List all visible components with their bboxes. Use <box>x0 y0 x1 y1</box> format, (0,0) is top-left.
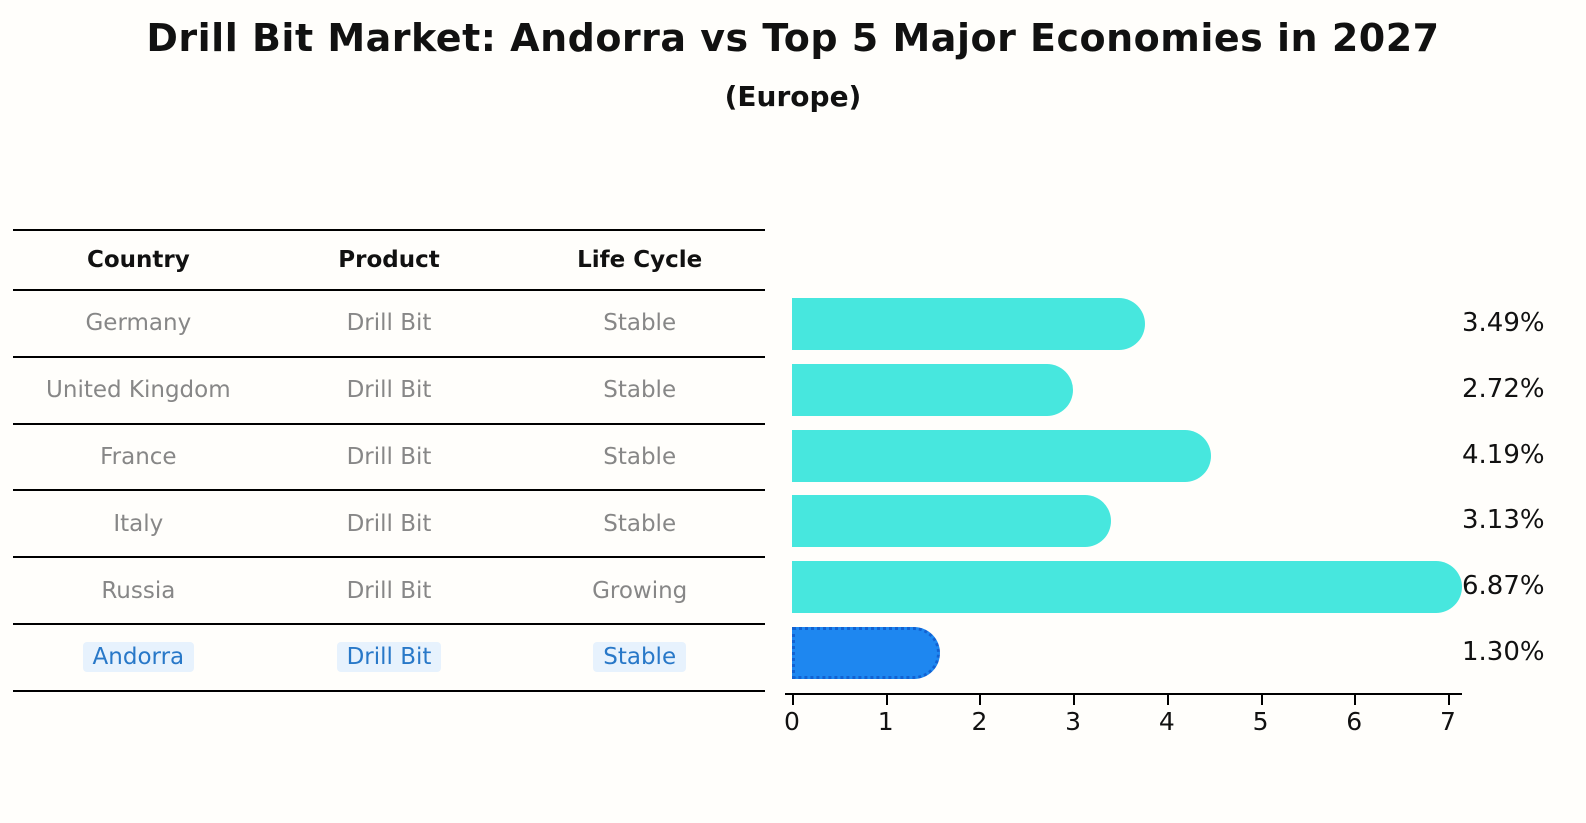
bar-value-label: 3.49% <box>1462 308 1545 338</box>
x-tick <box>1166 695 1169 705</box>
life_cycle-cell: Stable <box>514 377 765 403</box>
x-tick-label: 3 <box>1065 707 1082 736</box>
bar-value-label: 2.72% <box>1462 373 1545 404</box>
x-tick-label: 6 <box>1346 707 1363 736</box>
country-cell: Italy <box>13 511 264 537</box>
table-row: France Drill Bit Stable <box>13 425 765 492</box>
table-row: Andorra Drill Bit Stable <box>13 625 765 692</box>
table-row: Italy Drill Bit Stable <box>13 491 765 559</box>
product-value: Drill Bit <box>336 642 442 673</box>
column-header-product: Product <box>338 247 440 273</box>
column-header-life_cycle: Life Cycle <box>577 247 703 273</box>
product-cell: Drill Bit <box>264 642 515 673</box>
life_cycle-cell: Stable <box>514 642 765 673</box>
highlight-bar <box>792 627 940 679</box>
bar-value-label: 1.30% <box>1462 637 1545 667</box>
product-value: Drill Bit <box>346 443 432 470</box>
country-value: Germany <box>85 310 192 337</box>
bar-value-label: 6.87% <box>1462 571 1545 602</box>
x-tick-label: 1 <box>877 707 894 736</box>
x-tick-label: 7 <box>1440 707 1456 736</box>
life_cycle-value: Growing <box>592 577 688 604</box>
bar-value-label: 4.19% <box>1462 439 1545 470</box>
life_cycle-cell: Stable <box>514 511 765 537</box>
life_cycle-value: Stable <box>593 642 687 673</box>
x-tick-label: 4 <box>1158 707 1175 736</box>
bar <box>792 561 1462 614</box>
product-cell: Drill Bit <box>264 310 515 336</box>
country-cell: Andorra <box>13 642 264 673</box>
table-row: Russia Drill Bit Growing <box>13 558 765 625</box>
country-cell: Germany <box>13 310 264 336</box>
country-table: Country Product Life Cycle Germany Drill Bi… <box>13 229 765 692</box>
bar <box>792 363 1073 416</box>
column-header-country: Country <box>86 247 190 273</box>
country-cell: Russia <box>13 578 264 604</box>
bar <box>792 495 1112 548</box>
life_cycle-cell: Stable <box>514 444 765 470</box>
country-cell: France <box>13 444 264 470</box>
life_cycle-value: Stable <box>603 510 677 537</box>
chart-title: Drill Bit Market: Andorra vs Top 5 Major… <box>146 16 1440 60</box>
product-value: Drill Bit <box>346 510 432 537</box>
chart-subtitle: (Europe) <box>724 80 862 113</box>
x-tick <box>1260 695 1263 705</box>
x-tick-label: 2 <box>971 707 988 736</box>
life_cycle-value: Stable <box>603 377 677 404</box>
product-value: Drill Bit <box>346 377 432 404</box>
product-cell: Drill Bit <box>264 578 515 604</box>
bar <box>792 429 1211 482</box>
country-value: France <box>100 443 177 470</box>
table-header-row: Country Product Life Cycle <box>13 229 765 291</box>
x-tick-label: 0 <box>784 707 800 736</box>
country-cell: United Kingdom <box>13 377 264 403</box>
life_cycle-value: Stable <box>603 310 677 337</box>
life_cycle-cell: Growing <box>514 578 765 604</box>
product-cell: Drill Bit <box>264 444 515 470</box>
bar <box>792 298 1146 350</box>
table-row: United Kingdom Drill Bit Stable <box>13 358 765 425</box>
product-cell: Drill Bit <box>264 377 515 403</box>
product-cell: Drill Bit <box>264 511 515 537</box>
country-value: Italy <box>113 510 164 537</box>
x-tick-label: 5 <box>1252 707 1269 736</box>
x-axis-line <box>785 693 1462 695</box>
product-value: Drill Bit <box>346 310 432 337</box>
x-tick <box>792 695 794 705</box>
product-value: Drill Bit <box>346 577 432 604</box>
x-tick <box>1073 695 1076 705</box>
life_cycle-cell: Stable <box>514 310 765 336</box>
x-tick <box>1447 695 1450 705</box>
country-value: United Kingdom <box>46 377 231 404</box>
country-value: Andorra <box>82 642 195 673</box>
bar-value-label: 3.13% <box>1462 505 1545 536</box>
table-row: Germany Drill Bit Stable <box>13 291 765 358</box>
life_cycle-value: Stable <box>603 443 677 470</box>
country-value: Russia <box>101 577 176 604</box>
x-tick <box>1354 695 1357 705</box>
x-tick <box>979 695 982 705</box>
x-tick <box>885 695 888 705</box>
